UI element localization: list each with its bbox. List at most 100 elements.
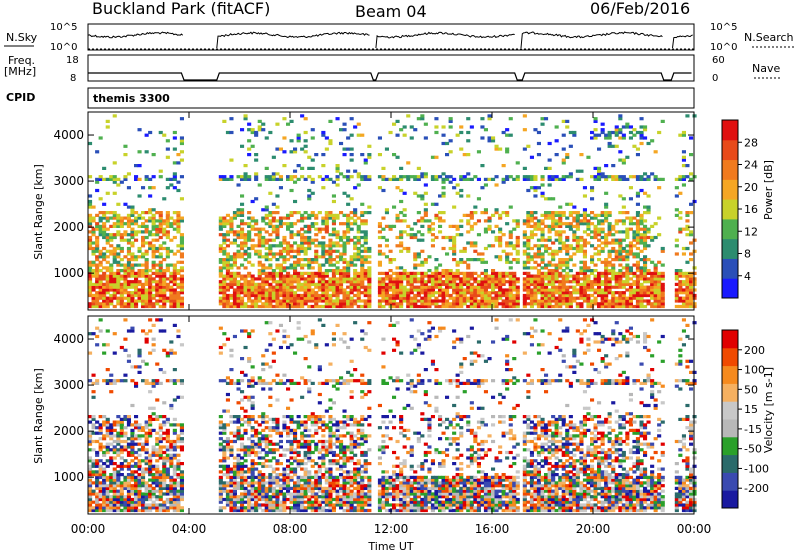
heatmap-cell <box>505 211 509 214</box>
heatmap-cell <box>180 440 184 443</box>
heatmap-cell <box>413 222 417 225</box>
heatmap-cell <box>594 225 598 228</box>
heatmap-cell <box>643 288 647 291</box>
heatmap-cell <box>237 437 241 440</box>
heatmap-cell <box>608 264 612 267</box>
heatmap-cell <box>533 233 537 236</box>
heatmap-cell <box>675 272 679 275</box>
heatmap-cell <box>92 462 96 465</box>
heatmap-cell <box>526 255 530 258</box>
heatmap-cell <box>431 156 435 159</box>
heatmap-cell <box>152 186 156 189</box>
heatmap-cell <box>286 123 290 126</box>
heatmap-cell <box>548 272 552 275</box>
heatmap-cell <box>162 302 166 305</box>
heatmap-cell <box>579 214 583 217</box>
heatmap-cell <box>445 142 449 145</box>
heatmap-cell <box>572 211 576 214</box>
heatmap-cell <box>530 175 534 178</box>
heatmap-cell <box>526 286 530 289</box>
heatmap-cell <box>152 214 156 217</box>
heatmap-cell <box>159 382 163 385</box>
heatmap-cell <box>555 139 559 142</box>
heatmap-cell <box>509 294 513 297</box>
heatmap-cell <box>537 286 541 289</box>
heatmap-cell <box>523 175 527 178</box>
heatmap-cell <box>166 490 170 493</box>
heatmap-cell <box>693 175 697 178</box>
heatmap-cell <box>399 250 403 253</box>
colorbar-segment <box>722 219 738 239</box>
heatmap-cell <box>477 252 481 255</box>
heatmap-cell <box>498 294 502 297</box>
heatmap-cell <box>272 280 276 283</box>
heatmap-cell <box>318 277 322 280</box>
heatmap-cell <box>88 459 92 462</box>
heatmap-cell <box>120 379 124 382</box>
heatmap-cell <box>229 354 233 357</box>
heatmap-cell <box>544 239 548 242</box>
heatmap-cell <box>279 175 283 178</box>
heatmap-cell <box>116 178 120 181</box>
heatmap-cell <box>282 280 286 283</box>
heatmap-cell <box>332 299 336 302</box>
heatmap-cell <box>88 440 92 443</box>
heatmap-cell <box>145 426 149 429</box>
heatmap-cell <box>396 277 400 280</box>
heatmap-cell <box>622 247 626 250</box>
heatmap-cell <box>551 255 555 258</box>
heatmap-cell <box>180 302 184 305</box>
heatmap-cell <box>643 236 647 239</box>
heatmap-cell <box>353 255 357 258</box>
heatmap-cell <box>127 286 131 289</box>
heatmap-cell <box>282 164 286 167</box>
heatmap-cell <box>643 178 647 181</box>
heatmap-cell <box>134 272 138 275</box>
heatmap-cell <box>159 506 163 509</box>
heatmap-cell <box>92 506 96 509</box>
heatmap-cell <box>145 332 149 335</box>
heatmap-cell <box>569 244 573 247</box>
heatmap-cell <box>406 247 410 250</box>
heatmap-cell <box>569 269 573 272</box>
heatmap-cell <box>99 415 103 418</box>
heatmap-cell <box>473 258 477 261</box>
heatmap-cell <box>466 214 470 217</box>
heatmap-cell <box>491 214 495 217</box>
heatmap-cell <box>166 470 170 473</box>
heatmap-cell <box>141 222 145 225</box>
heatmap-cell <box>343 294 347 297</box>
heatmap-cell <box>123 484 127 487</box>
heatmap-cell <box>244 288 248 291</box>
heatmap-cell <box>420 197 424 200</box>
heatmap-cell <box>180 379 184 382</box>
heatmap-cell <box>162 258 166 261</box>
heatmap-cell <box>488 286 492 289</box>
heatmap-cell <box>445 175 449 178</box>
heatmap-cell <box>640 258 644 261</box>
heatmap-cell <box>353 222 357 225</box>
heatmap-cell <box>632 305 636 308</box>
heatmap-cell <box>155 379 159 382</box>
heatmap-cell <box>134 288 138 291</box>
heatmap-cell <box>410 299 414 302</box>
colorbar-tick-label: 16 <box>744 203 758 216</box>
heatmap-cell <box>576 244 580 247</box>
heatmap-cell <box>360 230 364 233</box>
heatmap-cell <box>618 239 622 242</box>
heatmap-cell <box>162 470 166 473</box>
heatmap-cell <box>138 426 142 429</box>
heatmap-cell <box>279 272 283 275</box>
heatmap-cell <box>275 236 279 239</box>
heatmap-cell <box>427 228 431 231</box>
heatmap-cell <box>116 272 120 275</box>
heatmap-cell <box>678 288 682 291</box>
heatmap-cell <box>99 445 103 448</box>
heatmap-cell <box>477 302 481 305</box>
heatmap-cell <box>120 503 124 506</box>
heatmap-cell <box>219 233 223 236</box>
heatmap-cell <box>480 299 484 302</box>
heatmap-cell <box>145 302 149 305</box>
heatmap-cell <box>424 286 428 289</box>
heatmap-cell <box>456 225 460 228</box>
